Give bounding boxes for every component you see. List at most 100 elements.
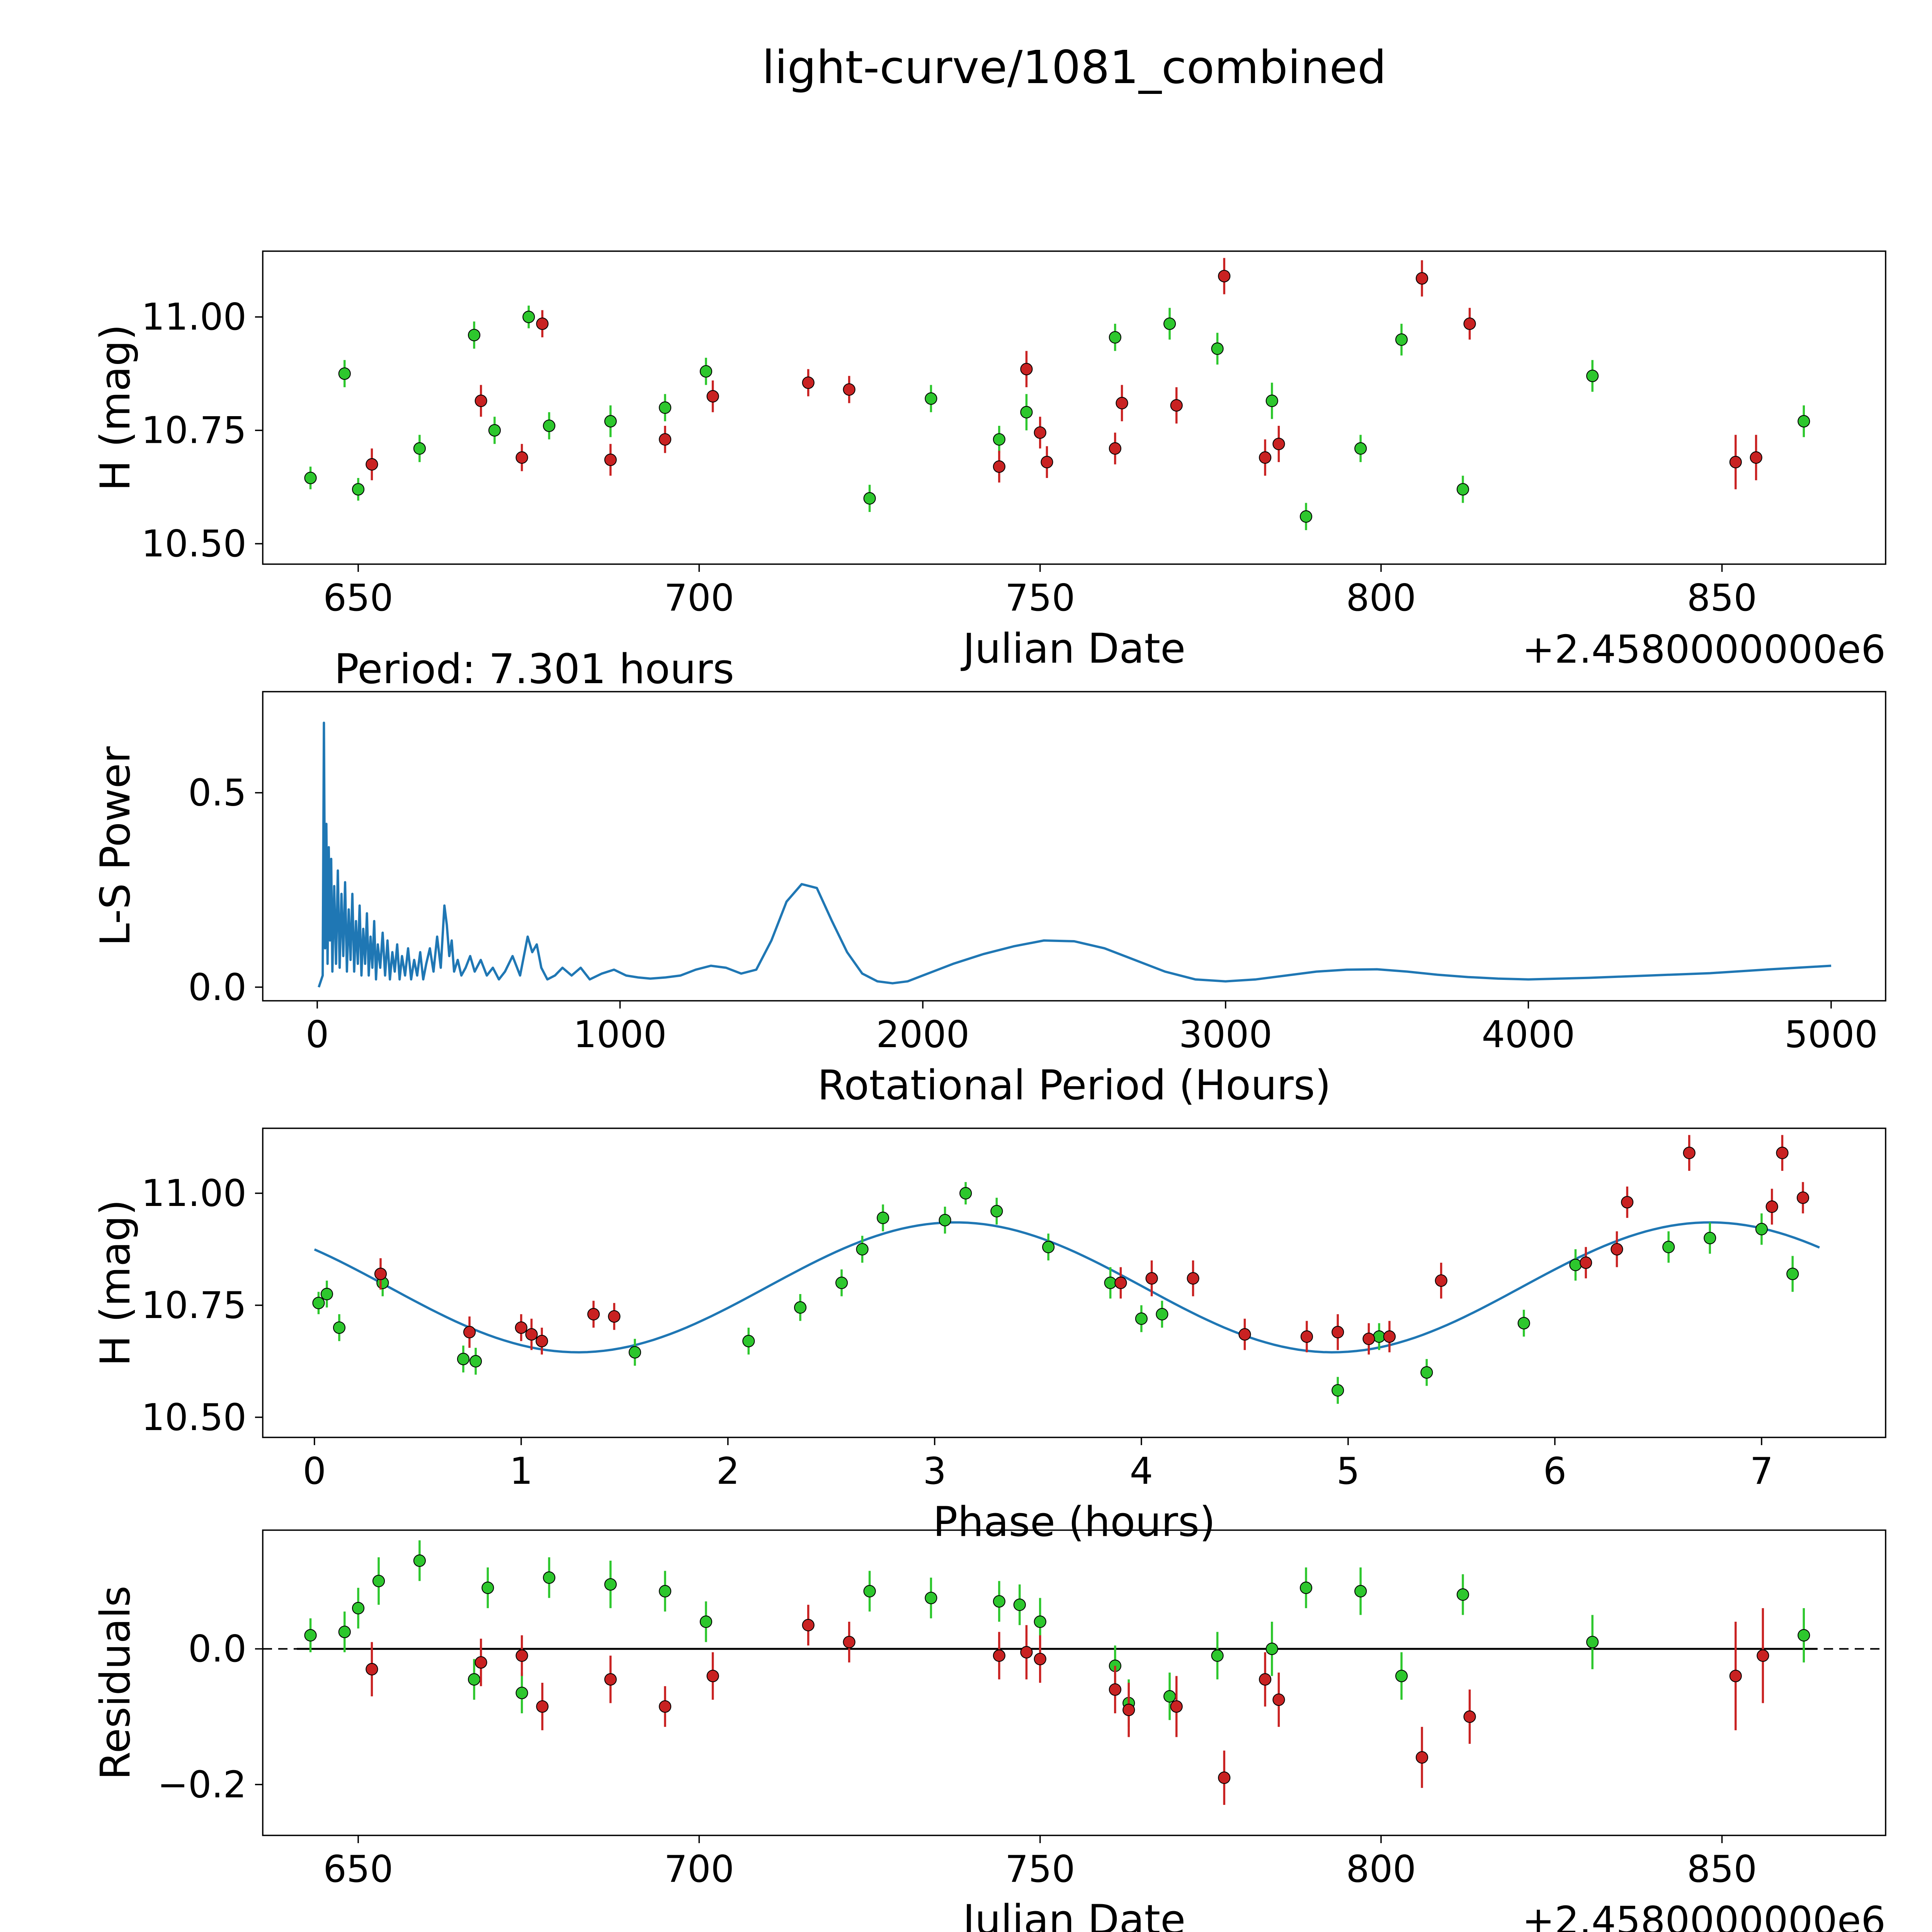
green-data-point — [1156, 1308, 1168, 1321]
green-data-point — [1135, 1312, 1148, 1325]
green-data-point — [1332, 1384, 1344, 1397]
red-data-point — [1238, 1328, 1251, 1341]
green-data-point — [659, 1585, 672, 1598]
green-data-point — [481, 1582, 494, 1594]
x-tick-label: 2000 — [876, 1014, 969, 1056]
period-annotation: Period: 7.301 hours — [334, 645, 734, 693]
red-data-point — [843, 1636, 855, 1648]
red-data-point — [515, 1649, 528, 1662]
x-tick-label: 750 — [1005, 577, 1075, 619]
green-data-point — [835, 1276, 848, 1289]
red-data-point — [1776, 1146, 1789, 1159]
green-data-point — [1013, 1599, 1026, 1611]
x-tick-label: 4000 — [1481, 1014, 1575, 1056]
green-data-point — [1109, 331, 1121, 344]
red-data-point — [1259, 1673, 1272, 1686]
red-data-point — [1383, 1330, 1396, 1343]
red-data-point — [1435, 1274, 1447, 1287]
green-data-point — [338, 1626, 351, 1638]
red-data-point — [1218, 1771, 1231, 1784]
green-data-point — [1020, 406, 1033, 418]
x-tick-label: 800 — [1346, 1848, 1416, 1891]
red-data-point — [366, 1663, 378, 1675]
green-data-point — [515, 1687, 528, 1699]
red-data-point — [1034, 426, 1046, 439]
green-data-point — [1798, 415, 1810, 428]
red-data-point — [515, 451, 528, 464]
red-data-point — [1170, 399, 1183, 412]
green-data-point — [856, 1243, 869, 1256]
red-data-point — [366, 458, 378, 471]
green-data-point — [863, 492, 876, 505]
red-data-point — [1145, 1272, 1158, 1285]
red-data-point — [525, 1328, 538, 1341]
red-data-point — [1300, 1330, 1313, 1343]
x-tick-label: 3000 — [1179, 1014, 1272, 1056]
y-axis-label: H (mag) — [92, 1199, 139, 1366]
green-data-point — [1456, 483, 1469, 496]
y-tick-label: 0.0 — [188, 1628, 247, 1670]
green-data-point — [1163, 1690, 1176, 1703]
red-series — [366, 1605, 1769, 1805]
green-data-point — [333, 1321, 346, 1334]
green-data-point — [522, 311, 535, 323]
green-data-point — [304, 471, 317, 485]
green-data-point — [320, 1287, 333, 1301]
red-data-point — [604, 453, 617, 466]
green-data-point — [352, 483, 365, 496]
green-data-point — [628, 1346, 641, 1359]
red-data-point — [536, 1335, 548, 1347]
red-data-point — [587, 1308, 600, 1321]
red-data-point — [1109, 1683, 1121, 1696]
red-data-point — [1218, 270, 1231, 282]
red-data-point — [1729, 456, 1742, 468]
x-tick-label: 5000 — [1784, 1014, 1878, 1056]
green-data-point — [925, 392, 937, 405]
green-data-point — [1373, 1330, 1386, 1343]
green-data-point — [1586, 1636, 1599, 1648]
red-data-point — [1020, 363, 1033, 376]
green-data-point — [1104, 1276, 1117, 1289]
red-data-point — [706, 390, 719, 403]
red-data-point — [1415, 1751, 1429, 1764]
green-data-point — [993, 433, 1005, 446]
x-tick-label: 750 — [1005, 1848, 1075, 1891]
red-data-point — [1187, 1272, 1199, 1285]
green-data-point — [604, 1578, 617, 1591]
red-data-point — [1362, 1332, 1375, 1345]
red-data-point — [1272, 437, 1285, 451]
green-data-point — [863, 1585, 876, 1598]
red-data-point — [463, 1326, 476, 1338]
x-tick-label: 650 — [323, 1848, 393, 1891]
green-data-point — [1211, 342, 1224, 355]
red-data-point — [1041, 456, 1053, 468]
red-data-point — [1034, 1653, 1046, 1665]
red-data-point — [1683, 1146, 1696, 1159]
red-data-point — [604, 1673, 617, 1686]
green-data-point — [1420, 1366, 1433, 1379]
green-data-point — [1786, 1267, 1799, 1280]
x-tick-label: 2 — [716, 1450, 740, 1493]
green-data-point — [1034, 1615, 1046, 1628]
x-tick-label: 4 — [1130, 1450, 1153, 1493]
y-axis-label: Residuals — [92, 1586, 139, 1780]
x-tick-label: 700 — [664, 1848, 734, 1891]
green-data-point — [304, 1629, 317, 1642]
green-data-point — [1042, 1241, 1055, 1253]
x-axis-label: Phase (hours) — [933, 1498, 1216, 1546]
green-data-point — [604, 415, 617, 428]
green-data-point — [742, 1335, 755, 1347]
green-data-point — [1517, 1317, 1530, 1330]
x-tick-label: 0 — [306, 1014, 329, 1056]
green-data-point — [469, 1355, 482, 1367]
green-data-point — [468, 1673, 481, 1686]
red-data-point — [1621, 1196, 1634, 1209]
green-data-point — [1354, 442, 1367, 455]
green-data-point — [990, 1205, 1003, 1218]
green-data-point — [1211, 1649, 1224, 1662]
green-data-point — [312, 1297, 325, 1310]
y-tick-label: −0.2 — [157, 1764, 247, 1806]
y-tick-label: 0.0 — [188, 966, 247, 1009]
figure-title: light-curve/1081_combined — [762, 41, 1386, 94]
